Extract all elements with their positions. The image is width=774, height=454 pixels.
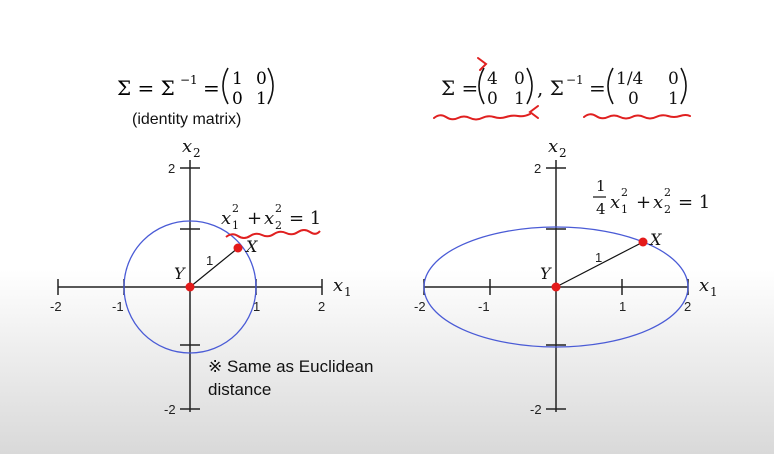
left-inverse-superscript: −1 <box>180 73 198 87</box>
right-inv-matrix-cell: 0 <box>668 69 679 89</box>
right-eq-sup: 2 <box>664 186 671 199</box>
left-eq-rhs: = 1 <box>289 208 321 229</box>
right-inv-matrix-cell: 1 <box>668 89 679 109</box>
left-x-tick-label: 2 <box>318 299 325 314</box>
left-eq-sup: 2 <box>275 202 282 215</box>
right-panel: Σ = 4 0 0 1 , Σ −1 = 1/4 0 0 1 <box>414 57 718 417</box>
right-eq-sup: 2 <box>621 186 628 199</box>
right-sigma-formula: Σ = 4 0 0 1 , Σ −1 = 1/4 0 0 1 <box>441 67 687 109</box>
left-point-x <box>233 243 243 253</box>
left-unit-circle <box>123 220 257 354</box>
right-point-y <box>551 282 561 292</box>
left-panel: Σ = Σ −1 = 1 0 0 1 (identity matrix) x <box>50 67 373 417</box>
left-y-tick-label: 2 <box>168 161 175 176</box>
right-matrix-close-paren <box>526 67 533 105</box>
left-equation-underline-annotation <box>225 229 321 239</box>
left-matrix-cell: 0 <box>256 69 267 89</box>
left-x-axis-label: x <box>333 275 343 296</box>
left-equals-sign: = <box>203 76 220 100</box>
left-x-tick-label: -1 <box>112 299 124 314</box>
right-red-annotations <box>433 57 691 121</box>
right-eq-sub: 2 <box>664 203 671 216</box>
left-axis-labels: x 2 x 1 -2 -1 1 2 2 -2 <box>50 136 352 417</box>
right-radius-label: 1 <box>595 250 602 265</box>
left-y-axis-label: x <box>182 136 192 157</box>
right-point-x <box>638 237 648 247</box>
right-radius-line <box>555 241 644 288</box>
left-x-tick-label: -2 <box>50 299 62 314</box>
left-circle-equation: x 2 1 + x 2 2 = 1 <box>221 202 321 232</box>
right-matrix-cell: 1 <box>514 89 525 109</box>
right-y-tick-label: -2 <box>530 402 542 417</box>
sigma-underline-annotation <box>433 113 531 121</box>
left-eq-term: x <box>264 208 274 229</box>
right-x-tick-label: 1 <box>619 299 626 314</box>
left-note-line1: ※ Same as Euclidean <box>208 357 373 376</box>
arrow-mark-bottom <box>528 105 539 119</box>
left-sigma-label: Σ = Σ <box>117 76 175 100</box>
left-y-axis-subscript: 2 <box>193 146 201 160</box>
left-x-tick-label: 1 <box>253 299 260 314</box>
left-eq-sup: 2 <box>232 202 239 215</box>
left-matrix-cell: 0 <box>232 89 243 109</box>
right-x-tick-label: 2 <box>684 299 691 314</box>
right-y-axis-label: x <box>548 136 558 157</box>
right-y-tick-label: 2 <box>534 161 541 176</box>
right-inverse-superscript: −1 <box>566 73 584 87</box>
right-point-y-label: Y <box>540 264 552 283</box>
right-axis-labels: x 2 x 1 -2 -1 1 2 2 -2 <box>414 136 718 417</box>
left-subtitle: (identity matrix) <box>132 111 241 128</box>
right-eq-term: x <box>610 192 620 213</box>
left-eq-sub: 1 <box>232 219 239 232</box>
right-sigma-label: Σ = <box>441 76 478 100</box>
right-ellipse <box>423 226 689 348</box>
left-radius-line <box>189 247 239 288</box>
left-point-y-label: Y <box>174 264 186 283</box>
left-sigma-formula: Σ = Σ −1 = 1 0 0 1 (identity matrix) <box>117 67 274 128</box>
right-eq-sub: 1 <box>621 203 628 216</box>
right-eq-frac-num: 1 <box>596 177 606 195</box>
right-eq-frac-den: 4 <box>596 200 606 218</box>
right-eq-term: x <box>653 192 663 213</box>
left-matrix-open-paren <box>222 67 229 105</box>
inverse-underline-annotation <box>583 113 691 120</box>
left-matrix-close-paren <box>267 67 274 105</box>
right-matrix-open-paren <box>478 67 485 105</box>
right-point-x-label: X <box>648 230 662 249</box>
right-x-axis-label: x <box>699 275 709 296</box>
right-eq-plus: + <box>636 192 651 213</box>
right-inv-matrix-open-paren <box>607 67 614 105</box>
right-eq-rhs: = 1 <box>678 192 710 213</box>
right-x-tick-label: -1 <box>478 299 490 314</box>
right-y-axis-subscript: 2 <box>559 146 567 160</box>
left-eq-plus: + <box>247 208 262 229</box>
right-equals-sign: = <box>589 76 606 100</box>
right-inv-matrix-cell: 1/4 <box>616 69 643 89</box>
left-matrix-cell: 1 <box>232 69 243 89</box>
right-inv-matrix-close-paren <box>680 67 687 105</box>
right-inverse-label: , Σ <box>537 76 564 100</box>
left-point-y <box>185 282 195 292</box>
arrow-mark-top <box>477 57 488 71</box>
right-inv-matrix-cell: 0 <box>628 89 639 109</box>
left-note-line2: distance <box>208 380 271 399</box>
left-matrix-cell: 1 <box>256 89 267 109</box>
left-y-tick-label: -2 <box>164 402 176 417</box>
left-radius-label: 1 <box>206 253 213 268</box>
left-eq-term: x <box>221 208 231 229</box>
left-eq-sub: 2 <box>275 219 282 232</box>
left-x-axis-subscript: 1 <box>344 285 352 299</box>
right-matrix-cell: 0 <box>487 89 498 109</box>
right-ellipse-equation: 1 4 x 2 1 + x 2 2 = 1 <box>593 177 710 218</box>
right-matrix-cell: 0 <box>514 69 525 89</box>
right-x-tick-label: -2 <box>414 299 426 314</box>
left-point-x-label: X <box>244 237 258 256</box>
right-matrix-cell: 4 <box>487 69 498 89</box>
right-x-axis-subscript: 1 <box>710 285 718 299</box>
